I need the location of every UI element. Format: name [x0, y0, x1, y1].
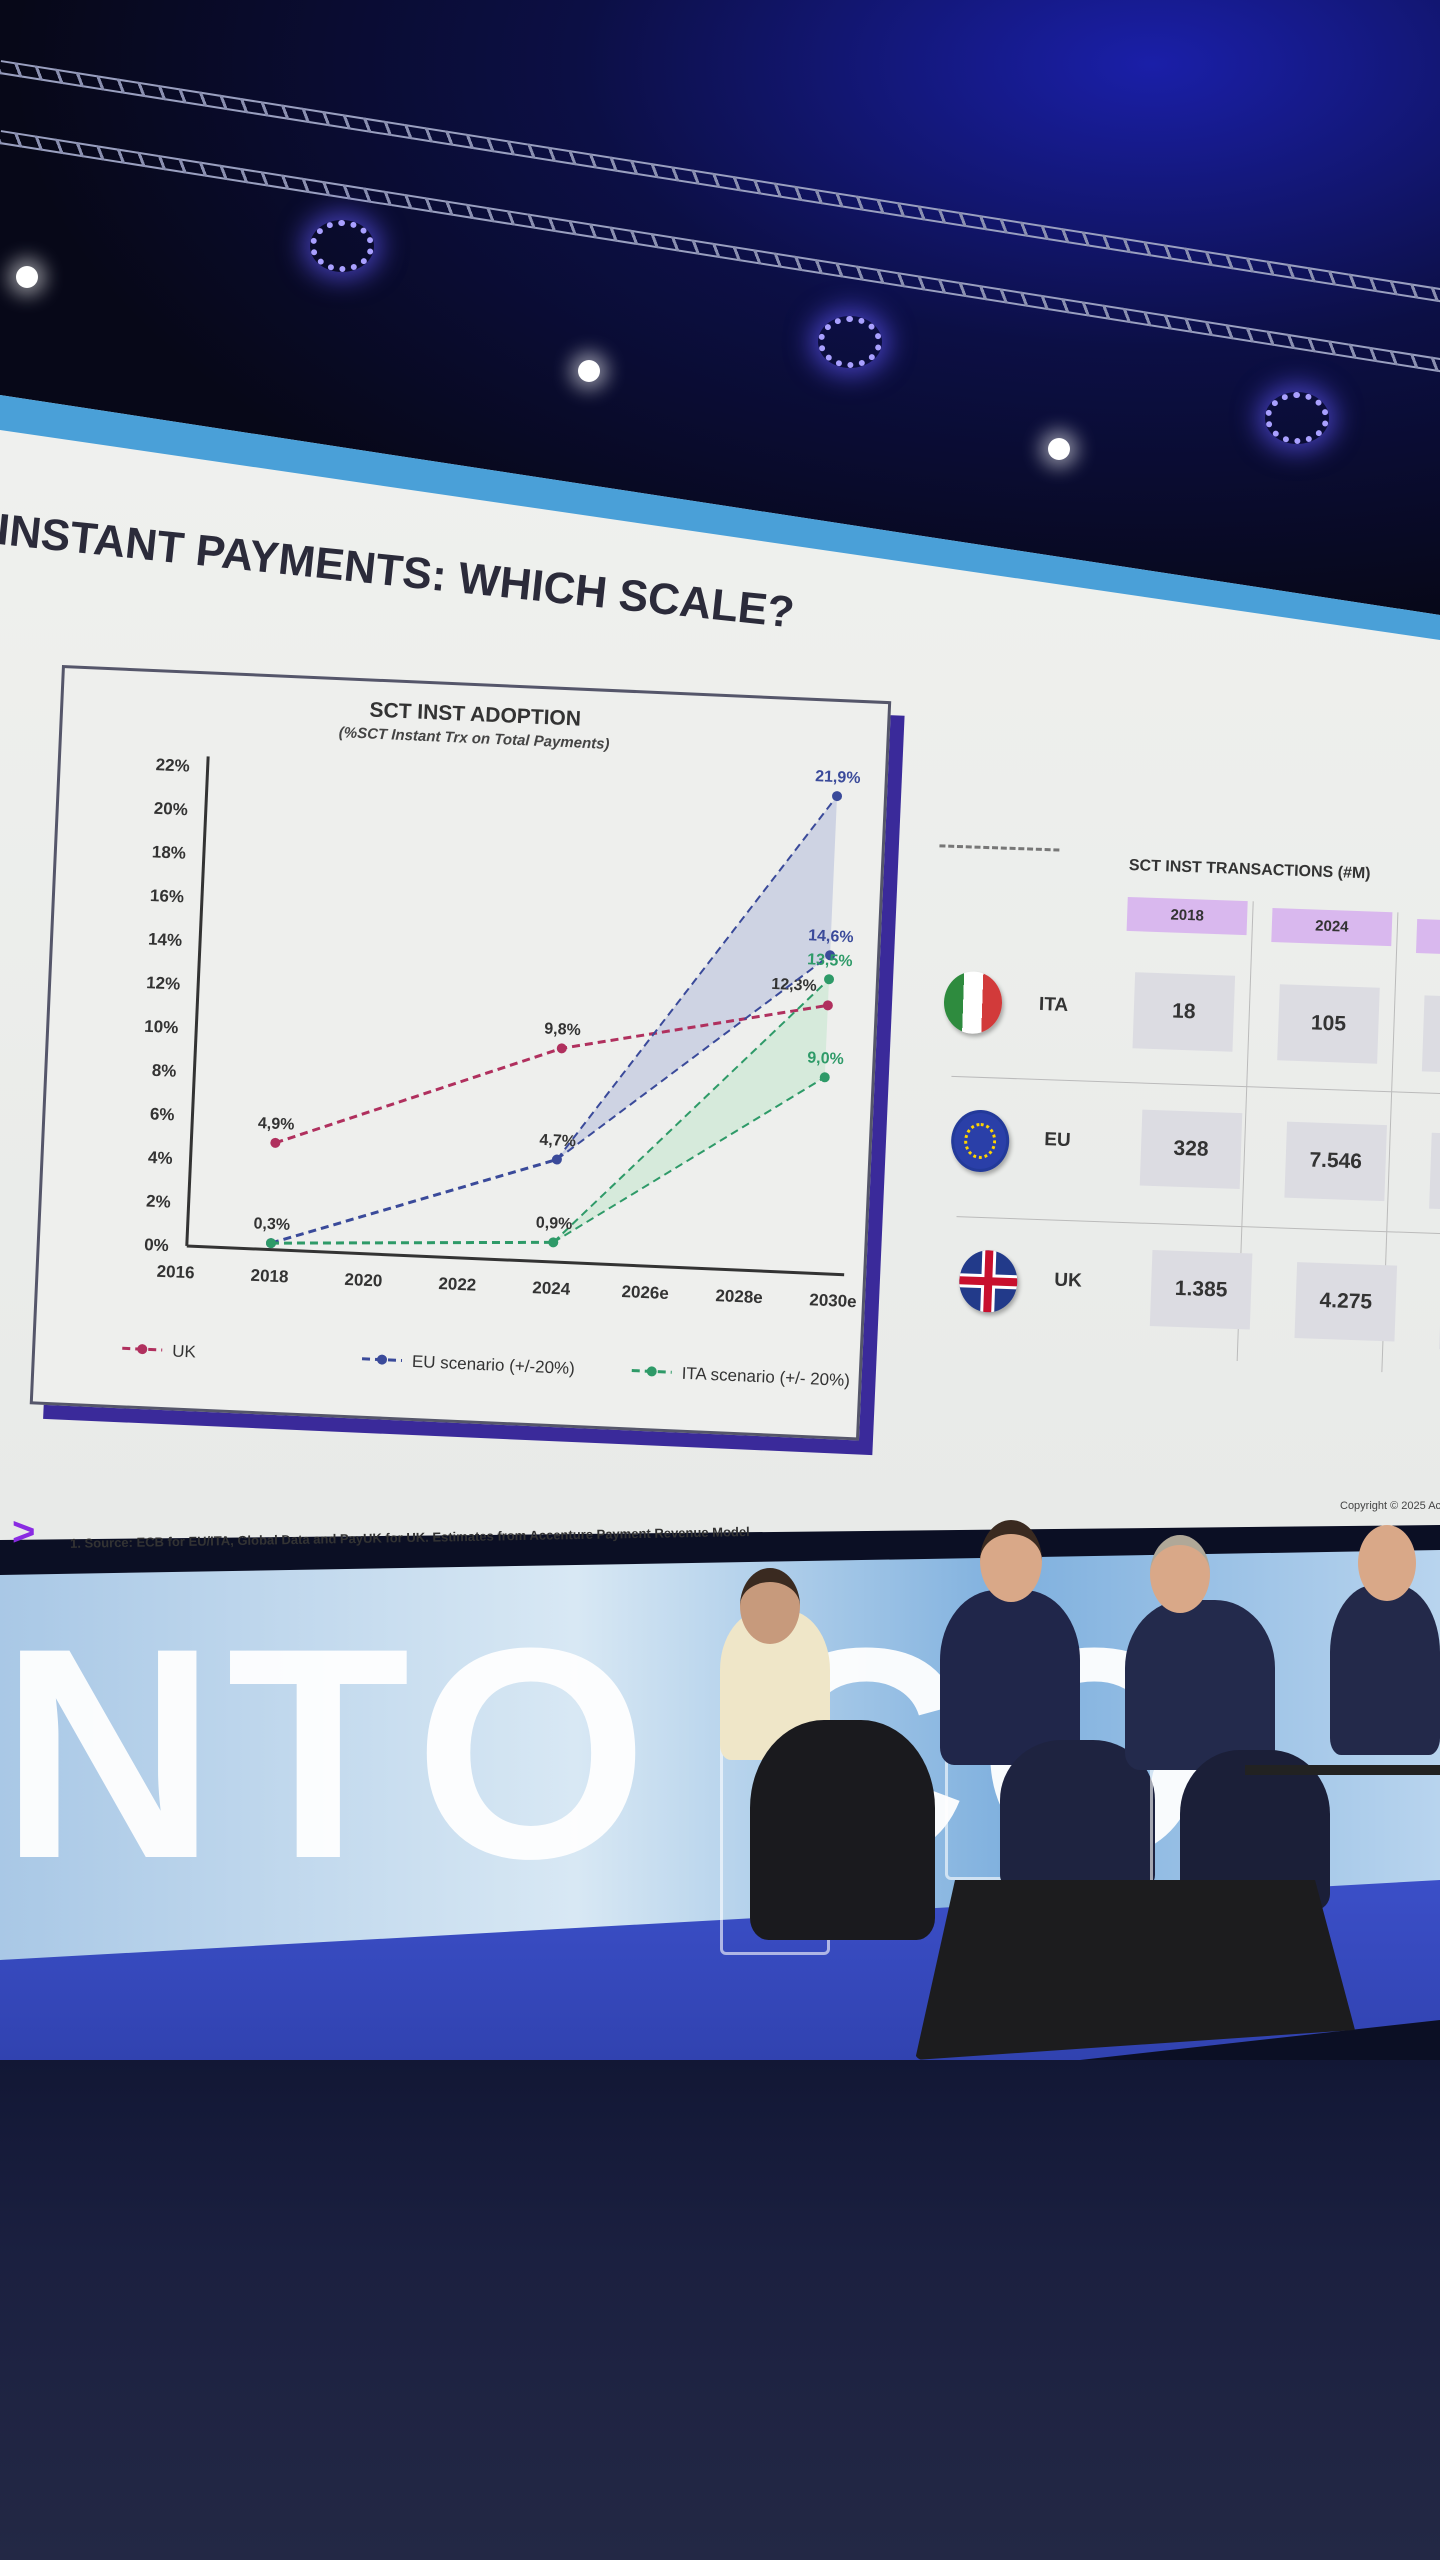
data-label: 4,9% [258, 1115, 295, 1134]
y-axis [185, 756, 210, 1247]
panelist [1125, 1600, 1275, 1770]
y-tick-label: 22% [155, 755, 190, 775]
data-label: 9,8% [544, 1021, 581, 1040]
x-tick-label: 2020 [344, 1270, 383, 1291]
legend-marker [646, 1366, 657, 1377]
y-tick-label: 0% [144, 1235, 169, 1255]
x-tick-label: 2030e [809, 1290, 857, 1311]
italy-flag-icon [942, 970, 1004, 1035]
table-cell: 1.385 [1149, 1250, 1253, 1330]
copyright: Copyright © 2025 Ac [1340, 1500, 1440, 1512]
column-header: 2018 [1126, 896, 1248, 936]
y-tick-label: 4% [148, 1148, 173, 1168]
y-tick-label: 10% [144, 1017, 179, 1037]
legend-label: ITA scenario (+/- 20%) [681, 1364, 850, 1390]
eu-flag-icon [950, 1108, 1011, 1173]
legend-label: UK [172, 1341, 197, 1361]
series-line-low [556, 954, 831, 1161]
spotlight [1048, 438, 1070, 460]
table-cell: 105 [1277, 984, 1380, 1064]
series-line-1 [270, 1158, 558, 1245]
audience-area [0, 2060, 1440, 2560]
side-table [1245, 1765, 1440, 1775]
y-tick-label: 18% [151, 842, 186, 862]
legend-marker [377, 1354, 388, 1365]
data-point [551, 1154, 562, 1165]
table-cell: 328 [1139, 1109, 1243, 1190]
data-point [822, 1000, 833, 1011]
y-tick-label: 2% [146, 1192, 171, 1212]
adoption-chart: SCT INST ADOPTION (%SCT Instant Trx on T… [29, 665, 911, 1461]
transactions-table: SCT INST TRANSACTIONS (#M) 2018 2024 ITA… [912, 830, 1440, 1373]
data-label: 12,3% [771, 976, 817, 995]
row-label: UK [1054, 1269, 1083, 1292]
data-label: 0,3% [253, 1215, 290, 1234]
row-divider [951, 1075, 1440, 1095]
series-line-high [552, 978, 830, 1244]
table-cell [1421, 995, 1440, 1075]
table-cell: 4.275 [1294, 1262, 1398, 1342]
x-tick-label: 2022 [438, 1274, 477, 1295]
spotlight [578, 360, 600, 382]
panelist-legs [750, 1720, 935, 1940]
y-tick-label: 8% [151, 1061, 176, 1081]
y-tick-label: 6% [150, 1104, 175, 1124]
panelist-head [980, 1520, 1042, 1602]
panelist-head [1150, 1535, 1210, 1613]
data-point [548, 1237, 559, 1248]
led-light [310, 220, 374, 272]
x-tick-label: 2024 [532, 1278, 571, 1299]
row-label: ITA [1038, 993, 1069, 1016]
table-cell: 18 [1132, 972, 1236, 1052]
data-label: 9,0% [807, 1050, 844, 1069]
y-tick-label: 12% [146, 973, 181, 993]
lighting-truss [0, 60, 1440, 309]
panelist-head [740, 1568, 800, 1644]
column-header: 2024 [1271, 908, 1393, 947]
data-point [265, 1238, 276, 1249]
x-axis [186, 1244, 845, 1277]
spotlight [16, 266, 38, 288]
data-point [819, 1072, 830, 1083]
row-label: EU [1043, 1129, 1072, 1152]
panelist [1330, 1585, 1440, 1755]
panelist-head [1358, 1525, 1416, 1601]
chart-svg: SCT INST ADOPTION (%SCT Instant Trx on T… [122, 698, 861, 1390]
legend-marker [137, 1344, 148, 1355]
data-label: 14,6% [808, 927, 854, 946]
uk-flag-icon [958, 1249, 1019, 1314]
column-header [1416, 919, 1440, 958]
row-divider [956, 1216, 1440, 1235]
data-label: 13,5% [807, 951, 853, 970]
table-title: SCT INST TRANSACTIONS (#M) [1128, 856, 1371, 883]
data-point [556, 1043, 567, 1054]
x-tick-label: 2016 [156, 1262, 195, 1283]
led-light [1265, 392, 1329, 444]
divider [939, 844, 1060, 852]
y-tick-label: 14% [148, 930, 183, 950]
series-line-2 [270, 1240, 554, 1245]
series-line-low [552, 1076, 826, 1244]
led-light [818, 316, 882, 368]
data-point [270, 1137, 281, 1148]
table-cell: 7.546 [1284, 1121, 1387, 1202]
data-label: 21,9% [815, 768, 861, 787]
data-point [832, 791, 843, 802]
y-tick-label: 16% [150, 886, 185, 906]
stage-monitor-speaker [915, 1880, 1355, 2060]
x-tick-label: 2026e [621, 1282, 669, 1303]
panelist [940, 1590, 1080, 1765]
accenture-logo-icon: > [12, 1510, 36, 1554]
legend-label: EU scenario (+/-20%) [412, 1352, 576, 1378]
x-tick-label: 2018 [250, 1266, 289, 1287]
data-point [825, 950, 836, 961]
x-tick-label: 2028e [715, 1286, 763, 1307]
y-tick-label: 20% [153, 799, 188, 819]
data-point [824, 974, 835, 985]
data-label: 4,7% [539, 1132, 576, 1151]
series-line-high [556, 795, 838, 1161]
table-cell [1429, 1132, 1440, 1213]
data-label: 0,9% [536, 1215, 573, 1234]
